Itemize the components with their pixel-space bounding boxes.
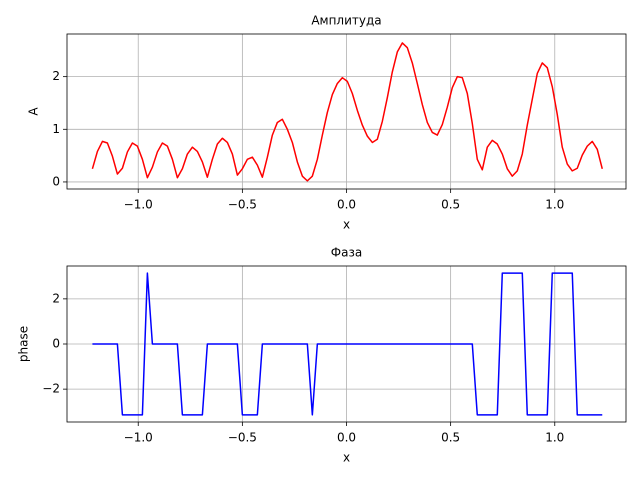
data-line — [92, 272, 603, 416]
y-tick-label: 2 — [52, 291, 60, 305]
x-tick-label: −1.0 — [124, 431, 153, 445]
y-tick-label: 2 — [52, 69, 60, 83]
y-axis-label: phase — [17, 326, 31, 362]
data-line — [91, 42, 603, 182]
y-tick-label: 0 — [52, 174, 60, 188]
x-tick-label: −1.0 — [124, 198, 153, 212]
y-axis-label: A — [27, 107, 41, 116]
y-tick-label: 1 — [52, 122, 60, 136]
x-tick-label: 0.5 — [441, 198, 460, 212]
x-tick-label: −0.5 — [228, 431, 257, 445]
x-tick-label: 0.0 — [337, 198, 356, 212]
y-tick-label: 0 — [52, 337, 60, 351]
x-axis-label: x — [343, 451, 350, 465]
axes-title: Амплитуда — [311, 14, 381, 28]
y-tick-label: −2 — [42, 382, 60, 396]
x-tick-label: −0.5 — [228, 198, 257, 212]
axes-title: Фаза — [331, 246, 362, 260]
axes-frame — [66, 33, 627, 190]
x-tick-label: 1.0 — [545, 198, 564, 212]
x-tick-label: 0.0 — [337, 431, 356, 445]
axes-frame — [66, 265, 627, 423]
x-axis-label: x — [343, 218, 350, 232]
x-tick-label: 1.0 — [545, 431, 564, 445]
x-tick-label: 0.5 — [441, 431, 460, 445]
